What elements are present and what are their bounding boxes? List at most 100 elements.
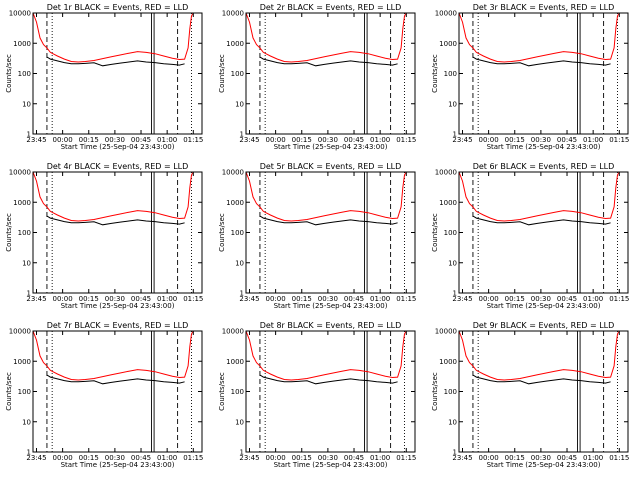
panel-title: Det 1r BLACK = Events, RED = LLD <box>47 3 189 12</box>
y-tick-label: 10 <box>235 418 244 426</box>
panel: Det 2r BLACK = Events, RED = LLD 1 10 100 10… <box>218 3 416 151</box>
y-tick-label: 10000 <box>222 10 244 18</box>
series-lld-line <box>458 171 628 222</box>
x-tick-label: 00:00 <box>479 136 499 144</box>
x-tick-label: 01:15 <box>183 454 203 462</box>
y-tick-label: 10 <box>448 418 457 426</box>
x-tick-label: 00:45 <box>557 136 577 144</box>
panel: Det 4r BLACK = Events, RED = LLD 1 10 100 10… <box>5 162 203 310</box>
panel-title: Det 9r BLACK = Events, RED = LLD <box>473 321 615 330</box>
x-tick-label: 00:15 <box>505 454 525 462</box>
y-tick-label: 10 <box>22 100 31 108</box>
series-lld-line <box>458 330 628 381</box>
x-tick-label: 01:00 <box>583 136 603 144</box>
x-tick-label: 00:45 <box>557 454 577 462</box>
x-tick-label: 00:00 <box>266 454 286 462</box>
y-axis-label: Counts/sec <box>431 372 439 411</box>
panel: Det 7r BLACK = Events, RED = LLD 1 10 100 10… <box>5 321 203 469</box>
x-tick-label: 00:45 <box>131 454 151 462</box>
y-tick-label: 10000 <box>9 328 31 336</box>
x-tick-label: 23:45 <box>26 295 46 303</box>
x-tick-label: 01:00 <box>157 136 177 144</box>
x-tick-label: 00:15 <box>505 295 525 303</box>
x-axis-label: Start Time (25-Sep-04 23:43:00) <box>274 302 388 310</box>
series-events-line <box>472 56 611 67</box>
x-tick-label: 01:00 <box>583 295 603 303</box>
y-axis-label: Counts/sec <box>431 213 439 252</box>
y-tick-label: 100 <box>18 388 31 396</box>
series-events-line <box>259 56 398 67</box>
x-axis-label: Start Time (25-Sep-04 23:43:00) <box>274 461 388 469</box>
x-tick-label: 01:15 <box>609 454 629 462</box>
y-tick-label: 10000 <box>435 10 457 18</box>
x-tick-label: 00:00 <box>266 136 286 144</box>
x-tick-label: 00:00 <box>479 295 499 303</box>
y-tick-label: 100 <box>18 70 31 78</box>
y-tick-label: 1000 <box>13 40 31 48</box>
panel-title: Det 2r BLACK = Events, RED = LLD <box>260 3 402 12</box>
x-tick-label: 00:45 <box>344 454 364 462</box>
series-events-line <box>46 215 185 226</box>
y-tick-label: 10000 <box>9 10 31 18</box>
x-tick-label: 00:15 <box>292 136 312 144</box>
y-axis-label: Counts/sec <box>5 372 13 411</box>
series-lld-line <box>245 12 415 63</box>
plot-frame <box>32 12 203 135</box>
series-lld-line <box>32 171 202 222</box>
panel: Det 3r BLACK = Events, RED = LLD 1 10 100 10… <box>431 3 629 151</box>
x-tick-label: 01:00 <box>583 454 603 462</box>
y-tick-label: 1 <box>240 290 244 298</box>
y-tick-label: 1 <box>453 131 457 139</box>
y-tick-label: 1 <box>240 131 244 139</box>
y-axis-label: Counts/sec <box>218 54 226 93</box>
x-tick-label: 00:00 <box>53 454 73 462</box>
x-tick-label: 01:15 <box>183 295 203 303</box>
x-tick-label: 00:15 <box>79 295 99 303</box>
x-tick-label: 00:15 <box>292 295 312 303</box>
x-tick-label: 00:30 <box>105 136 125 144</box>
x-tick-label: 00:00 <box>53 295 73 303</box>
y-tick-label: 10000 <box>222 169 244 177</box>
x-tick-label: 00:30 <box>531 136 551 144</box>
y-tick-label: 1000 <box>439 40 457 48</box>
x-tick-label: 00:15 <box>79 136 99 144</box>
y-tick-label: 1 <box>27 131 31 139</box>
panel-title: Det 5r BLACK = Events, RED = LLD <box>260 162 402 171</box>
series-lld-line <box>32 330 202 381</box>
x-tick-label: 00:30 <box>318 454 338 462</box>
x-tick-label: 00:15 <box>292 454 312 462</box>
panel: Det 5r BLACK = Events, RED = LLD 1 10 100 10… <box>218 162 416 310</box>
panel-title: Det 6r BLACK = Events, RED = LLD <box>473 162 615 171</box>
x-tick-label: 01:15 <box>396 454 416 462</box>
plot-frame <box>245 12 416 135</box>
series-events-line <box>46 56 185 67</box>
series-events-line <box>472 374 611 385</box>
series-events-line <box>472 215 611 226</box>
y-tick-label: 10000 <box>435 169 457 177</box>
x-tick-label: 00:45 <box>557 295 577 303</box>
x-tick-label: 01:00 <box>370 295 390 303</box>
y-tick-label: 10 <box>235 100 244 108</box>
y-axis-label: Counts/sec <box>5 54 13 93</box>
y-tick-label: 1000 <box>439 358 457 366</box>
y-tick-label: 10 <box>235 259 244 267</box>
plot-frame <box>245 330 416 453</box>
y-tick-label: 10 <box>22 259 31 267</box>
y-tick-label: 10000 <box>222 328 244 336</box>
y-tick-label: 10 <box>448 259 457 267</box>
panel-title: Det 7r BLACK = Events, RED = LLD <box>47 321 189 330</box>
y-axis-label: Counts/sec <box>218 213 226 252</box>
y-tick-label: 1 <box>27 290 31 298</box>
x-tick-label: 00:30 <box>531 295 551 303</box>
x-tick-label: 00:45 <box>344 136 364 144</box>
y-tick-label: 1000 <box>13 358 31 366</box>
panel: Det 9r BLACK = Events, RED = LLD 1 10 100 10… <box>431 321 629 469</box>
y-tick-label: 100 <box>231 229 244 237</box>
x-tick-label: 23:45 <box>239 295 259 303</box>
x-tick-label: 00:45 <box>131 295 151 303</box>
y-tick-label: 1 <box>453 290 457 298</box>
x-tick-label: 23:45 <box>452 454 472 462</box>
x-tick-label: 01:00 <box>370 454 390 462</box>
x-tick-label: 23:45 <box>239 136 259 144</box>
